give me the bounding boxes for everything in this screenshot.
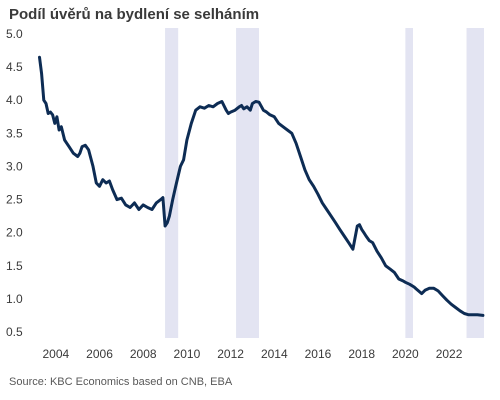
shaded-period-1 (236, 28, 259, 338)
x-axis-ticks: 2004 2006 2008 2010 2012 2014 2016 2018 2020 2022 (42, 347, 462, 361)
chart-title: Podíl úvěrů na bydlení se selháním (9, 6, 260, 23)
shaded-period-3 (466, 28, 484, 338)
y-tick-label: 1.0 (6, 292, 23, 306)
y-tick-label: 3.5 (6, 126, 23, 140)
y-tick-label: 1.5 (6, 259, 23, 273)
y-axis-ticks: 0.5 1.0 1.5 2.0 2.5 3.0 3.5 4.0 4.5 5.0 (6, 27, 23, 339)
x-tick-label: 2014 (261, 347, 288, 361)
x-tick-label: 2006 (86, 347, 113, 361)
x-tick-label: 2018 (348, 347, 375, 361)
y-tick-label: 2.0 (6, 226, 23, 240)
x-tick-label: 2022 (436, 347, 463, 361)
series-layer (38, 55, 485, 317)
y-tick-label: 0.5 (6, 325, 23, 339)
shaded-period-2 (405, 28, 414, 338)
x-tick-label: 2008 (130, 347, 157, 361)
x-tick-label: 2020 (392, 347, 419, 361)
x-tick-label: 2004 (42, 347, 69, 361)
x-tick-label: 2016 (305, 347, 332, 361)
x-tick-label: 2010 (174, 347, 201, 361)
y-tick-label: 4.0 (6, 93, 23, 107)
y-tick-label: 4.5 (6, 60, 23, 74)
x-tick-label: 2012 (217, 347, 244, 361)
y-tick-label: 2.5 (6, 193, 23, 207)
series-line-0 (38, 55, 485, 317)
y-tick-label: 5.0 (6, 27, 23, 41)
source-note: Source: KBC Economics based on CNB, EBA (9, 376, 233, 388)
shaded-period-0 (165, 28, 179, 338)
shaded-periods (165, 28, 484, 338)
y-tick-label: 3.0 (6, 159, 23, 173)
